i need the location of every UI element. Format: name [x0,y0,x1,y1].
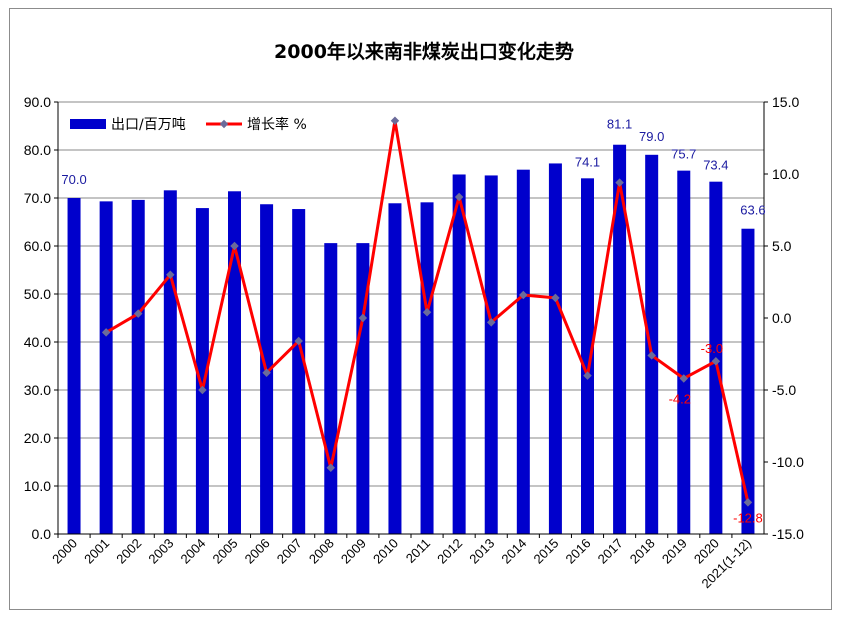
bar-data-label: 63.6 [740,203,765,218]
x-tick-label: 2017 [595,536,626,567]
bar [548,163,562,534]
bar [388,203,402,534]
y-tick-label: 10.0 [24,478,51,494]
line-point [230,241,239,251]
bar-data-label: 79.0 [639,129,664,144]
legend-line-label: 增长率 % [247,116,307,133]
line-data-label: -12.8 [733,510,763,525]
bar-data-label: 81.1 [607,117,632,132]
x-tick-label: 2006 [242,536,273,567]
y-tick-label: 80.0 [24,142,51,158]
line-point [486,318,496,327]
line-point [390,116,400,125]
y2-tick-label: -15.0 [772,526,804,542]
bar [741,228,755,534]
bar [324,243,338,534]
y-tick-label: 20.0 [24,430,51,446]
y-tick-label: 50.0 [24,286,51,302]
line-point [294,336,303,346]
y-tick-label: 60.0 [24,238,51,254]
bar [228,191,241,534]
x-tick-label: 2003 [145,536,176,567]
y-tick-label: 90.0 [24,94,51,110]
y-tick-label: 30.0 [24,382,51,398]
bar [677,170,691,534]
chart-frame [9,8,832,610]
x-tick-label: 2018 [627,536,658,567]
bar [292,209,306,535]
line-point [101,328,111,337]
legend-bar-label: 出口/百万吨 [111,117,186,133]
y2-tick-label: 5.0 [772,238,792,254]
x-tick-label: 2015 [530,536,561,567]
line-point [422,307,432,317]
x-tick-label: 2014 [498,536,529,567]
line-point [679,374,689,383]
bar [484,175,498,534]
bar [131,199,145,535]
y-tick-label: 0.0 [32,526,52,542]
x-tick-label: 2005 [210,536,241,567]
line-point [647,351,656,360]
x-tick-label: 2002 [113,536,144,567]
line-point [551,293,560,303]
data-labels: 70.0 74.1 81.1 79.0 75.7 73.4 63.6 -4.2 -3.0 -12.… [61,117,765,526]
x-tick-label: 2007 [274,536,305,567]
bar [67,198,81,534]
bar-data-label: 73.4 [703,158,728,173]
line-point [166,270,175,280]
line-series [101,116,753,507]
legend-line-marker [219,119,229,129]
x-tick-label: 2012 [434,536,465,567]
bar [452,174,466,535]
line-point [326,463,336,473]
line-point [262,368,271,377]
x-tick-label: 2004 [177,536,208,567]
x-tick-label: 2001 [81,536,112,567]
bar-data-label: 74.1 [575,154,600,169]
line-data-label: -3.0 [701,341,723,356]
line-point [583,371,592,380]
y-tick-label: 70.0 [24,190,51,206]
bar [99,201,113,535]
y2-tick-label: 15.0 [772,94,799,110]
bar [195,208,209,534]
line-point [743,498,753,507]
line-point [519,290,528,300]
x-tick-label: 2009 [338,536,369,567]
x-tick-label: 2011 [403,536,433,566]
x-tick-label: 2008 [306,536,337,567]
legend-bar-swatch [70,119,106,129]
x-tick-label: 2016 [563,536,594,567]
y2-tick-label: -5.0 [772,382,796,398]
y2-tick-label: 0.0 [772,310,792,326]
bar [581,178,594,534]
x-tick-label: 2000 [49,536,80,567]
bar [613,144,627,534]
bar-data-label: 70.0 [61,172,86,187]
bar [420,202,434,534]
bar [645,154,659,535]
line-point [711,356,721,366]
line-point [198,385,207,395]
line-point [133,309,143,318]
line-point [358,313,368,323]
bar-data-label: 75.7 [671,147,696,162]
bar [516,169,530,534]
bar-series [67,144,755,535]
chart-title: 2000年以来南非煤炭出口变化走势 [274,40,574,63]
x-tick-label: 2019 [659,536,690,567]
bar [356,243,370,534]
line-data-label: -4.2 [669,391,691,406]
x-tick-label: 2013 [466,536,497,567]
bar [163,190,177,534]
y-tick-label: 40.0 [24,334,51,350]
y2-tick-label: -10.0 [772,454,804,470]
y2-tick-label: 10.0 [772,166,799,182]
line-point [454,192,464,202]
legend: 出口/百万吨 增长率 % [70,116,307,133]
x-tick-label: 2010 [370,536,401,567]
